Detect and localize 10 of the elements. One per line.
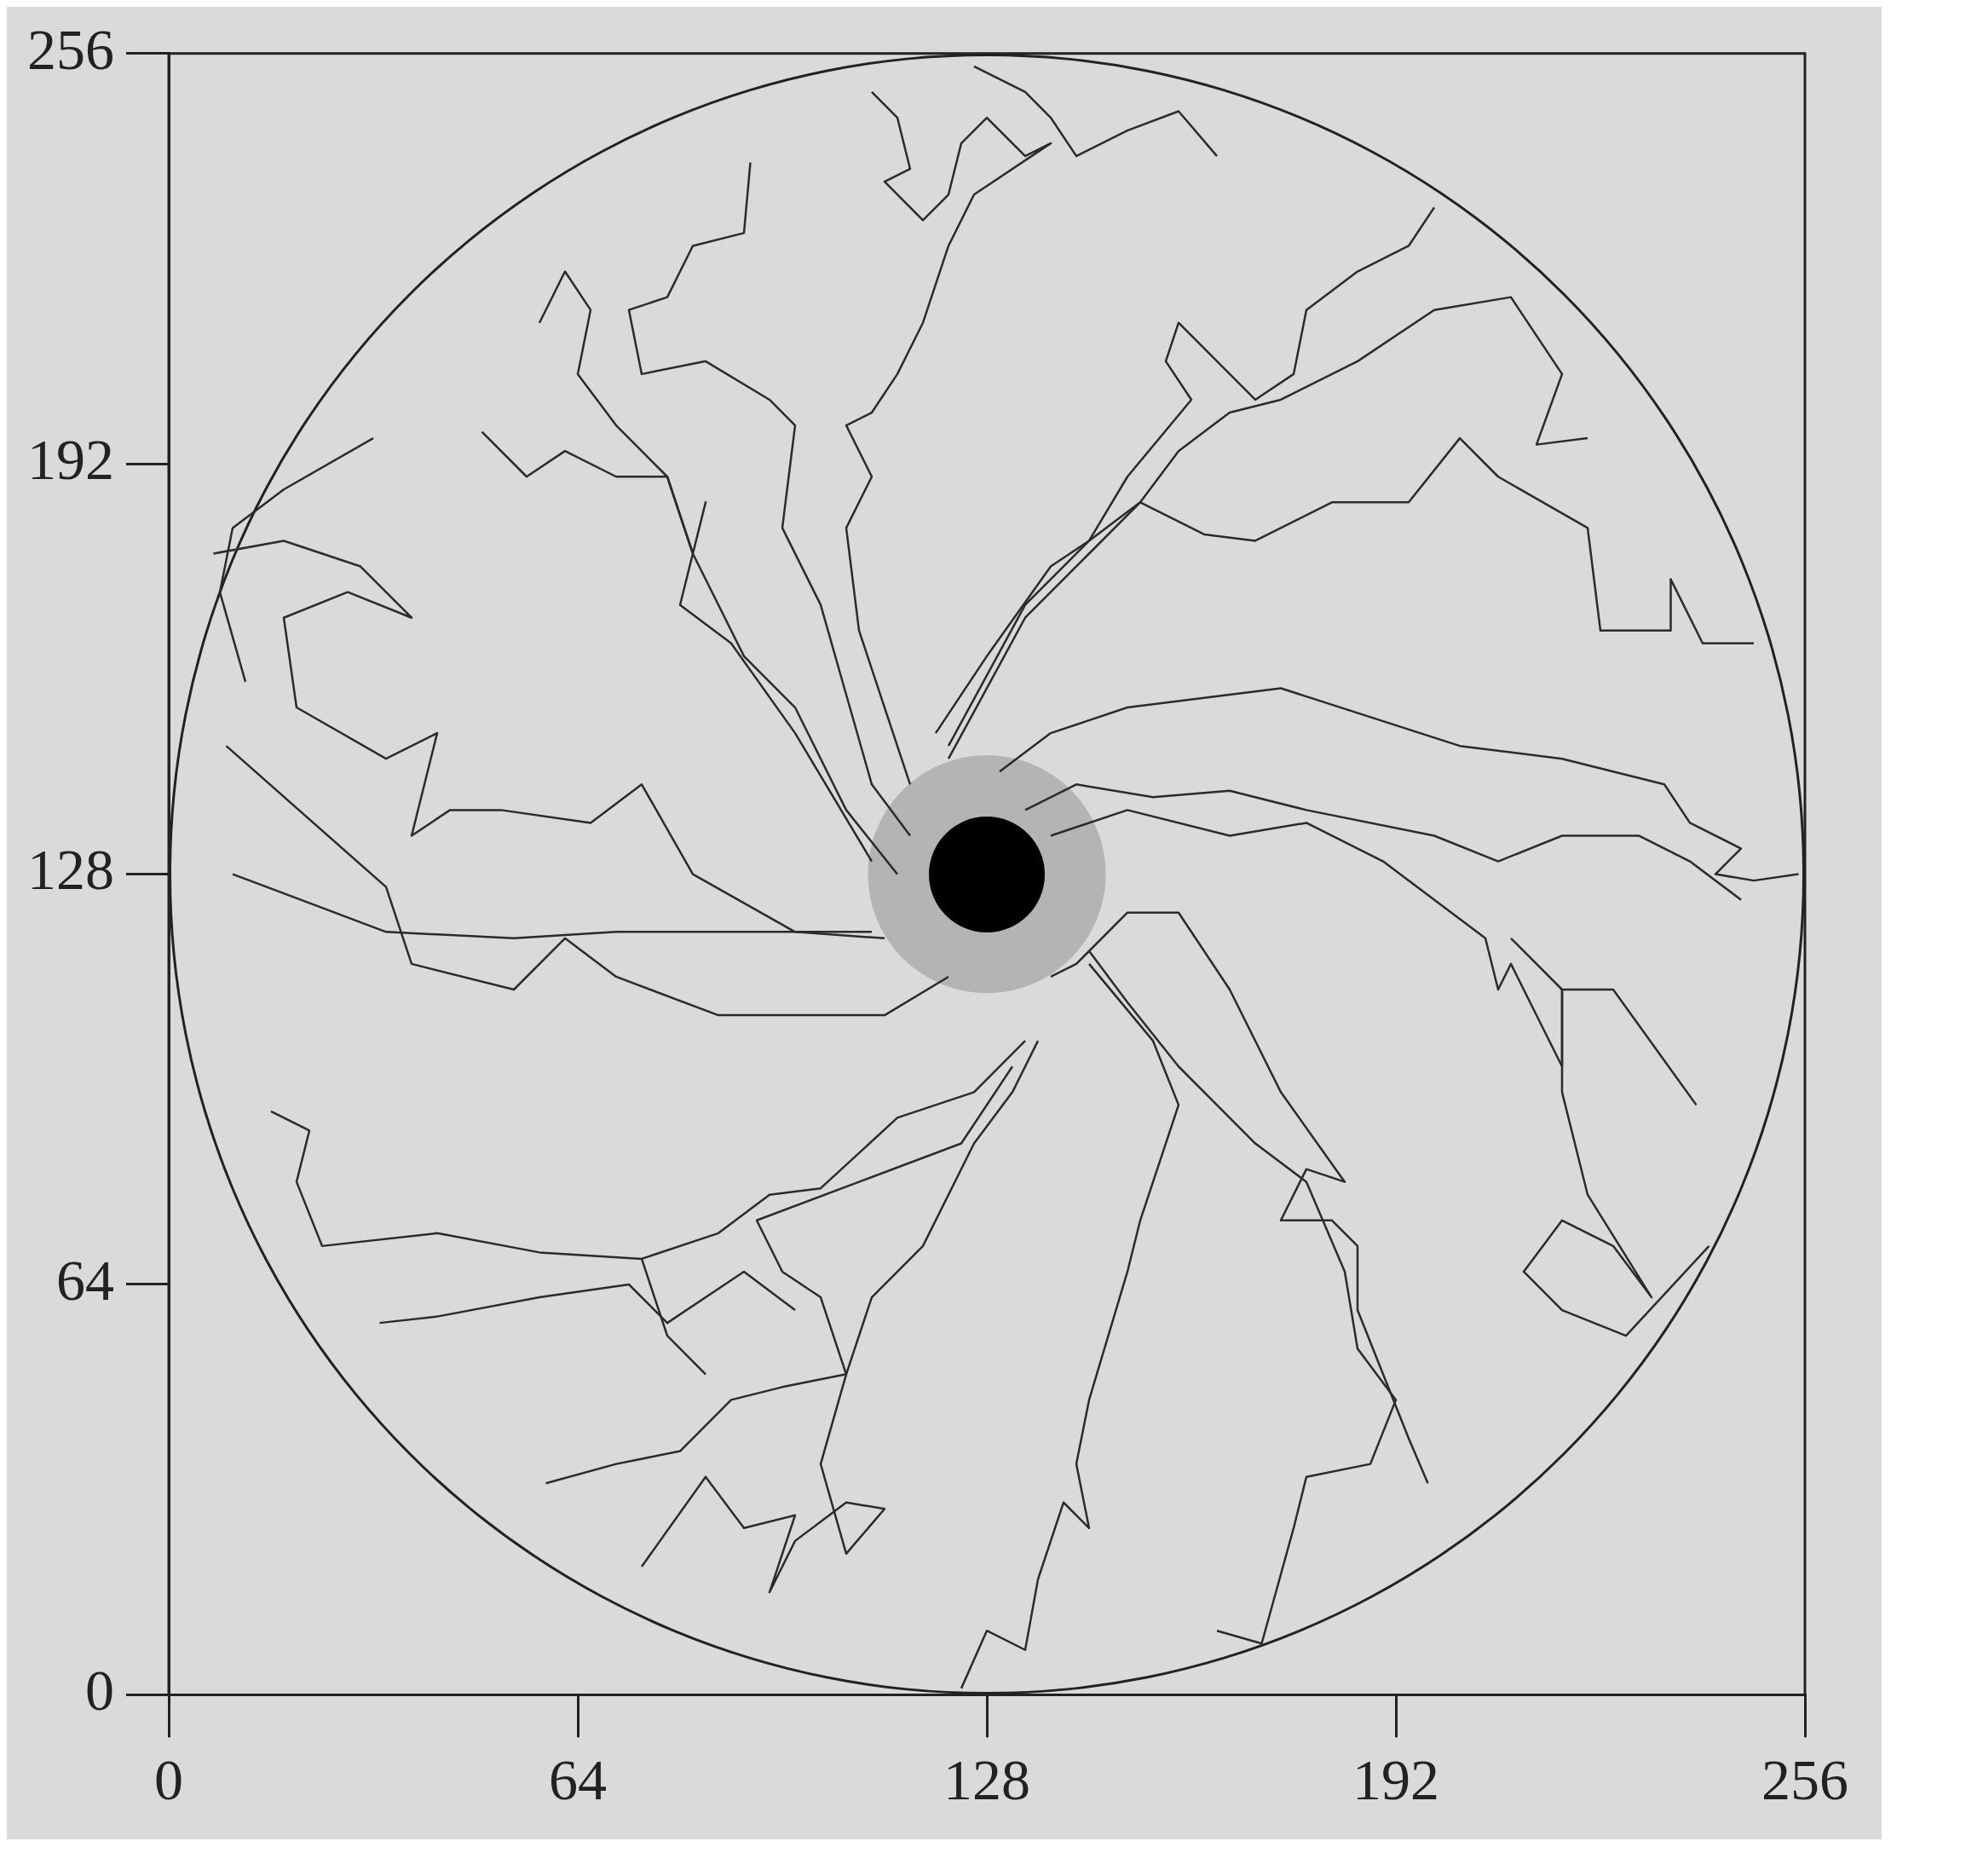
- x-tick-label: 64: [549, 1747, 607, 1813]
- y-tick-label: 192: [27, 427, 114, 493]
- x-tick-label: 0: [154, 1747, 183, 1813]
- x-tick-label: 192: [1352, 1747, 1439, 1813]
- x-tick-label: 128: [943, 1747, 1030, 1813]
- y-tick-label: 0: [85, 1658, 114, 1723]
- y-tick-label: 64: [56, 1247, 114, 1313]
- y-tick-label: 256: [27, 16, 114, 82]
- y-tick-label: 128: [27, 837, 114, 903]
- x-tick-label: 256: [1761, 1747, 1848, 1813]
